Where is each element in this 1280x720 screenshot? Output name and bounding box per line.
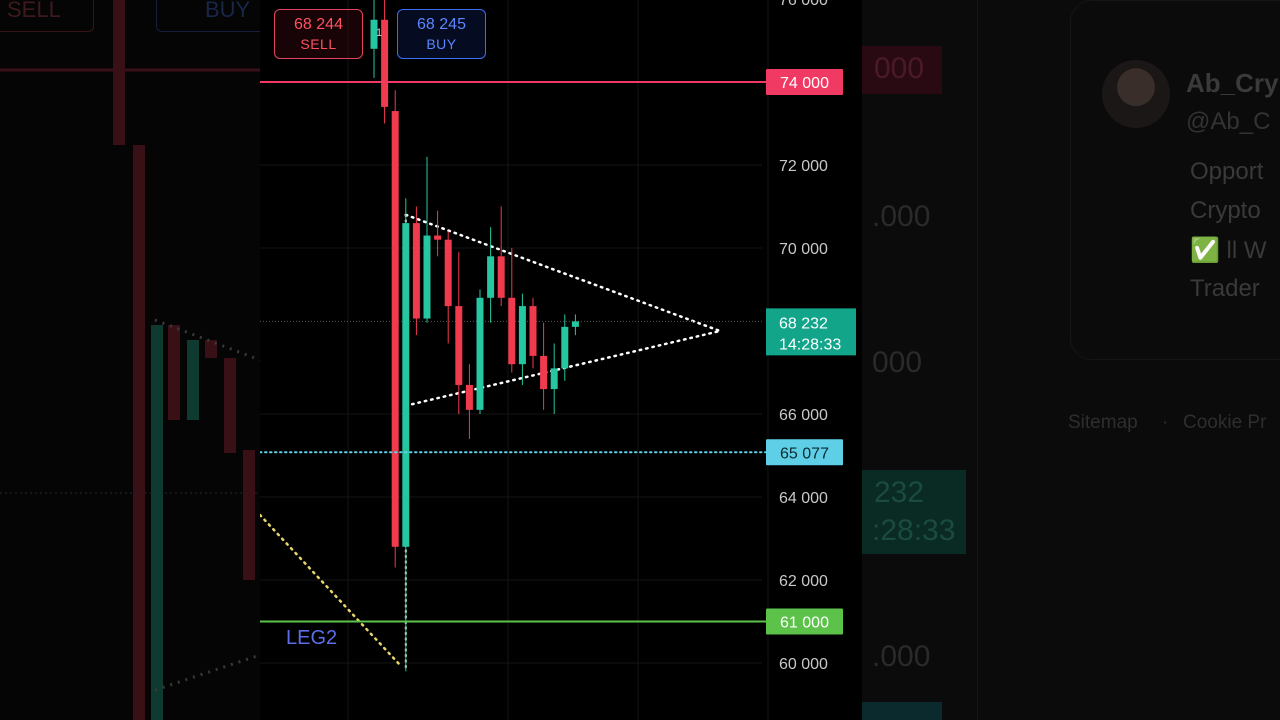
price-tag	[766, 439, 843, 466]
candle-body	[540, 355, 548, 390]
candle-body	[497, 256, 505, 298]
candle-body	[455, 306, 463, 385]
profile-name: Ab_Cry	[1186, 68, 1279, 98]
candle-body	[529, 306, 537, 356]
bg-price-74000: 000	[874, 52, 925, 85]
candle-body	[508, 297, 516, 365]
price-tag-label: 74 000	[780, 75, 829, 92]
leg-label: LEG2	[286, 627, 337, 649]
bg-buy-button: BUY	[156, 0, 260, 32]
price-tag-label: 61 000	[780, 615, 829, 632]
bg-sell-button: SELL	[0, 0, 94, 32]
current-price-tag	[766, 308, 856, 356]
bg-price-60000: .000	[872, 640, 931, 673]
bg-timer-current: :28:33	[872, 514, 956, 547]
candle-body	[561, 326, 569, 369]
candle-body	[518, 306, 526, 365]
quantity-indicator: 1	[376, 27, 383, 39]
sell-button[interactable]: 68 244 SELL	[274, 9, 363, 59]
bg-candles	[0, 0, 260, 720]
candle-body	[423, 235, 431, 319]
candle-body	[476, 297, 484, 410]
bg-price-68000: 000	[872, 346, 923, 379]
leg-trendline	[260, 513, 402, 667]
candle-body	[381, 19, 389, 107]
candle-body	[412, 223, 420, 319]
sell-price: 68 244	[294, 16, 343, 33]
current-price-label: 68 232	[779, 315, 828, 332]
candle-body	[444, 239, 452, 307]
y-tick-label: 60 000	[779, 656, 828, 673]
footer-sitemap-link: Sitemap	[1068, 412, 1138, 433]
y-tick-label: 72 000	[779, 158, 828, 175]
avatar	[1102, 60, 1170, 128]
chart-panel[interactable]: LEG2 76 000 72 000 70 000 66 000 64 000 62 00…	[260, 0, 862, 720]
candle-body	[434, 235, 442, 240]
profile-card	[1070, 0, 1280, 360]
y-tick-label: 66 000	[779, 407, 828, 424]
price-chart[interactable]: LEG2 76 000 72 000 70 000 66 000 64 000 62 00…	[260, 0, 862, 720]
bg-price-tag-bottom	[862, 702, 942, 720]
buy-label: BUY	[426, 36, 457, 52]
bg-price-tag-74000	[862, 46, 942, 94]
candle-body	[550, 368, 558, 390]
profile-bio-line: Opport	[1190, 158, 1264, 185]
price-tag-label: 65 077	[780, 445, 829, 462]
y-tick-label: 76 000	[779, 0, 828, 9]
price-tag	[766, 69, 843, 95]
footer-cookie-link: Cookie Pr	[1183, 412, 1267, 433]
price-tag	[766, 608, 843, 635]
triangle-upper-trendline	[404, 213, 722, 333]
profile-bio-line: ✅ ll W	[1190, 237, 1267, 264]
y-tick-label: 70 000	[779, 241, 828, 258]
candle-body	[571, 321, 579, 327]
profile-bio-line: Trader	[1190, 275, 1260, 302]
y-tick-label: 64 000	[779, 490, 828, 507]
profile-bio-line: Crypto	[1190, 197, 1261, 224]
bg-price-tag-current	[862, 470, 966, 554]
footer-separator: ·	[1162, 412, 1169, 433]
background-chart-left: SELL BUY	[0, 0, 260, 720]
candle-body	[487, 256, 495, 298]
buy-button[interactable]: 68 245 BUY	[397, 9, 486, 59]
bg-price-70000: .000	[872, 200, 931, 233]
candle-body	[402, 223, 410, 547]
candle-body	[370, 19, 378, 49]
sell-label: SELL	[300, 36, 337, 52]
bg-price-current: 232	[874, 476, 925, 509]
panel-divider	[977, 0, 978, 720]
candle-body	[465, 384, 473, 410]
candle-body	[391, 111, 399, 547]
buy-price: 68 245	[417, 16, 466, 33]
profile-handle: @Ab_C	[1186, 108, 1271, 135]
candle-timer-label: 14:28:33	[779, 336, 841, 353]
background-right-panel	[862, 0, 1280, 720]
y-tick-label: 62 000	[779, 573, 828, 590]
